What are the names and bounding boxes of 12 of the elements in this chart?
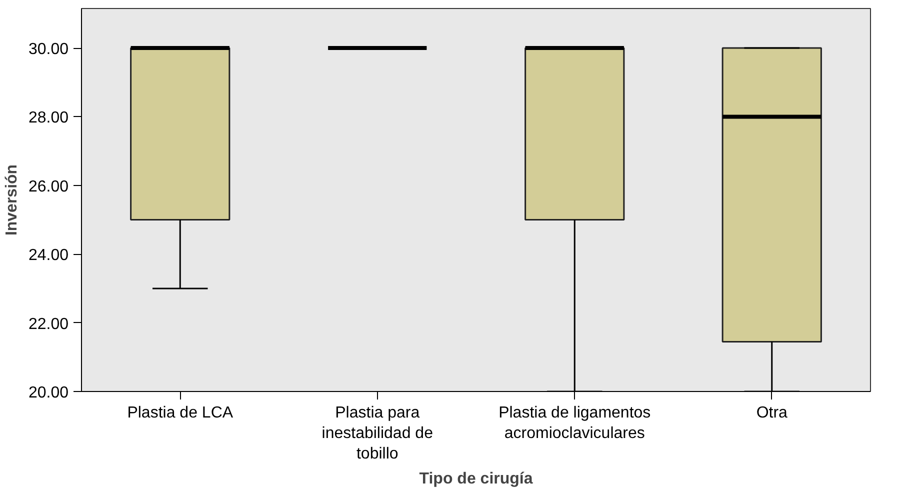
x-tick-label: Otra (756, 404, 788, 422)
x-axis-title: Tipo de cirugía (419, 470, 533, 488)
y-axis-title: Inversión (3, 164, 20, 236)
y-tick-label: 28.00 (28, 110, 69, 127)
x-tick-label: Plastia de ligamentos acromioclaviculares (498, 404, 651, 442)
y-tick-label: 30.00 (28, 41, 69, 58)
x-tick-label: Plastia de LCA (127, 404, 234, 422)
y-tick-label: 20.00 (28, 384, 69, 402)
y-tick-label: 24.00 (28, 247, 69, 264)
x-tick-label: Plastia para inestabilidad de tobillo (322, 404, 434, 462)
y-tick-label: 26.00 (28, 178, 69, 196)
y-tick-label: 22.00 (28, 316, 69, 333)
